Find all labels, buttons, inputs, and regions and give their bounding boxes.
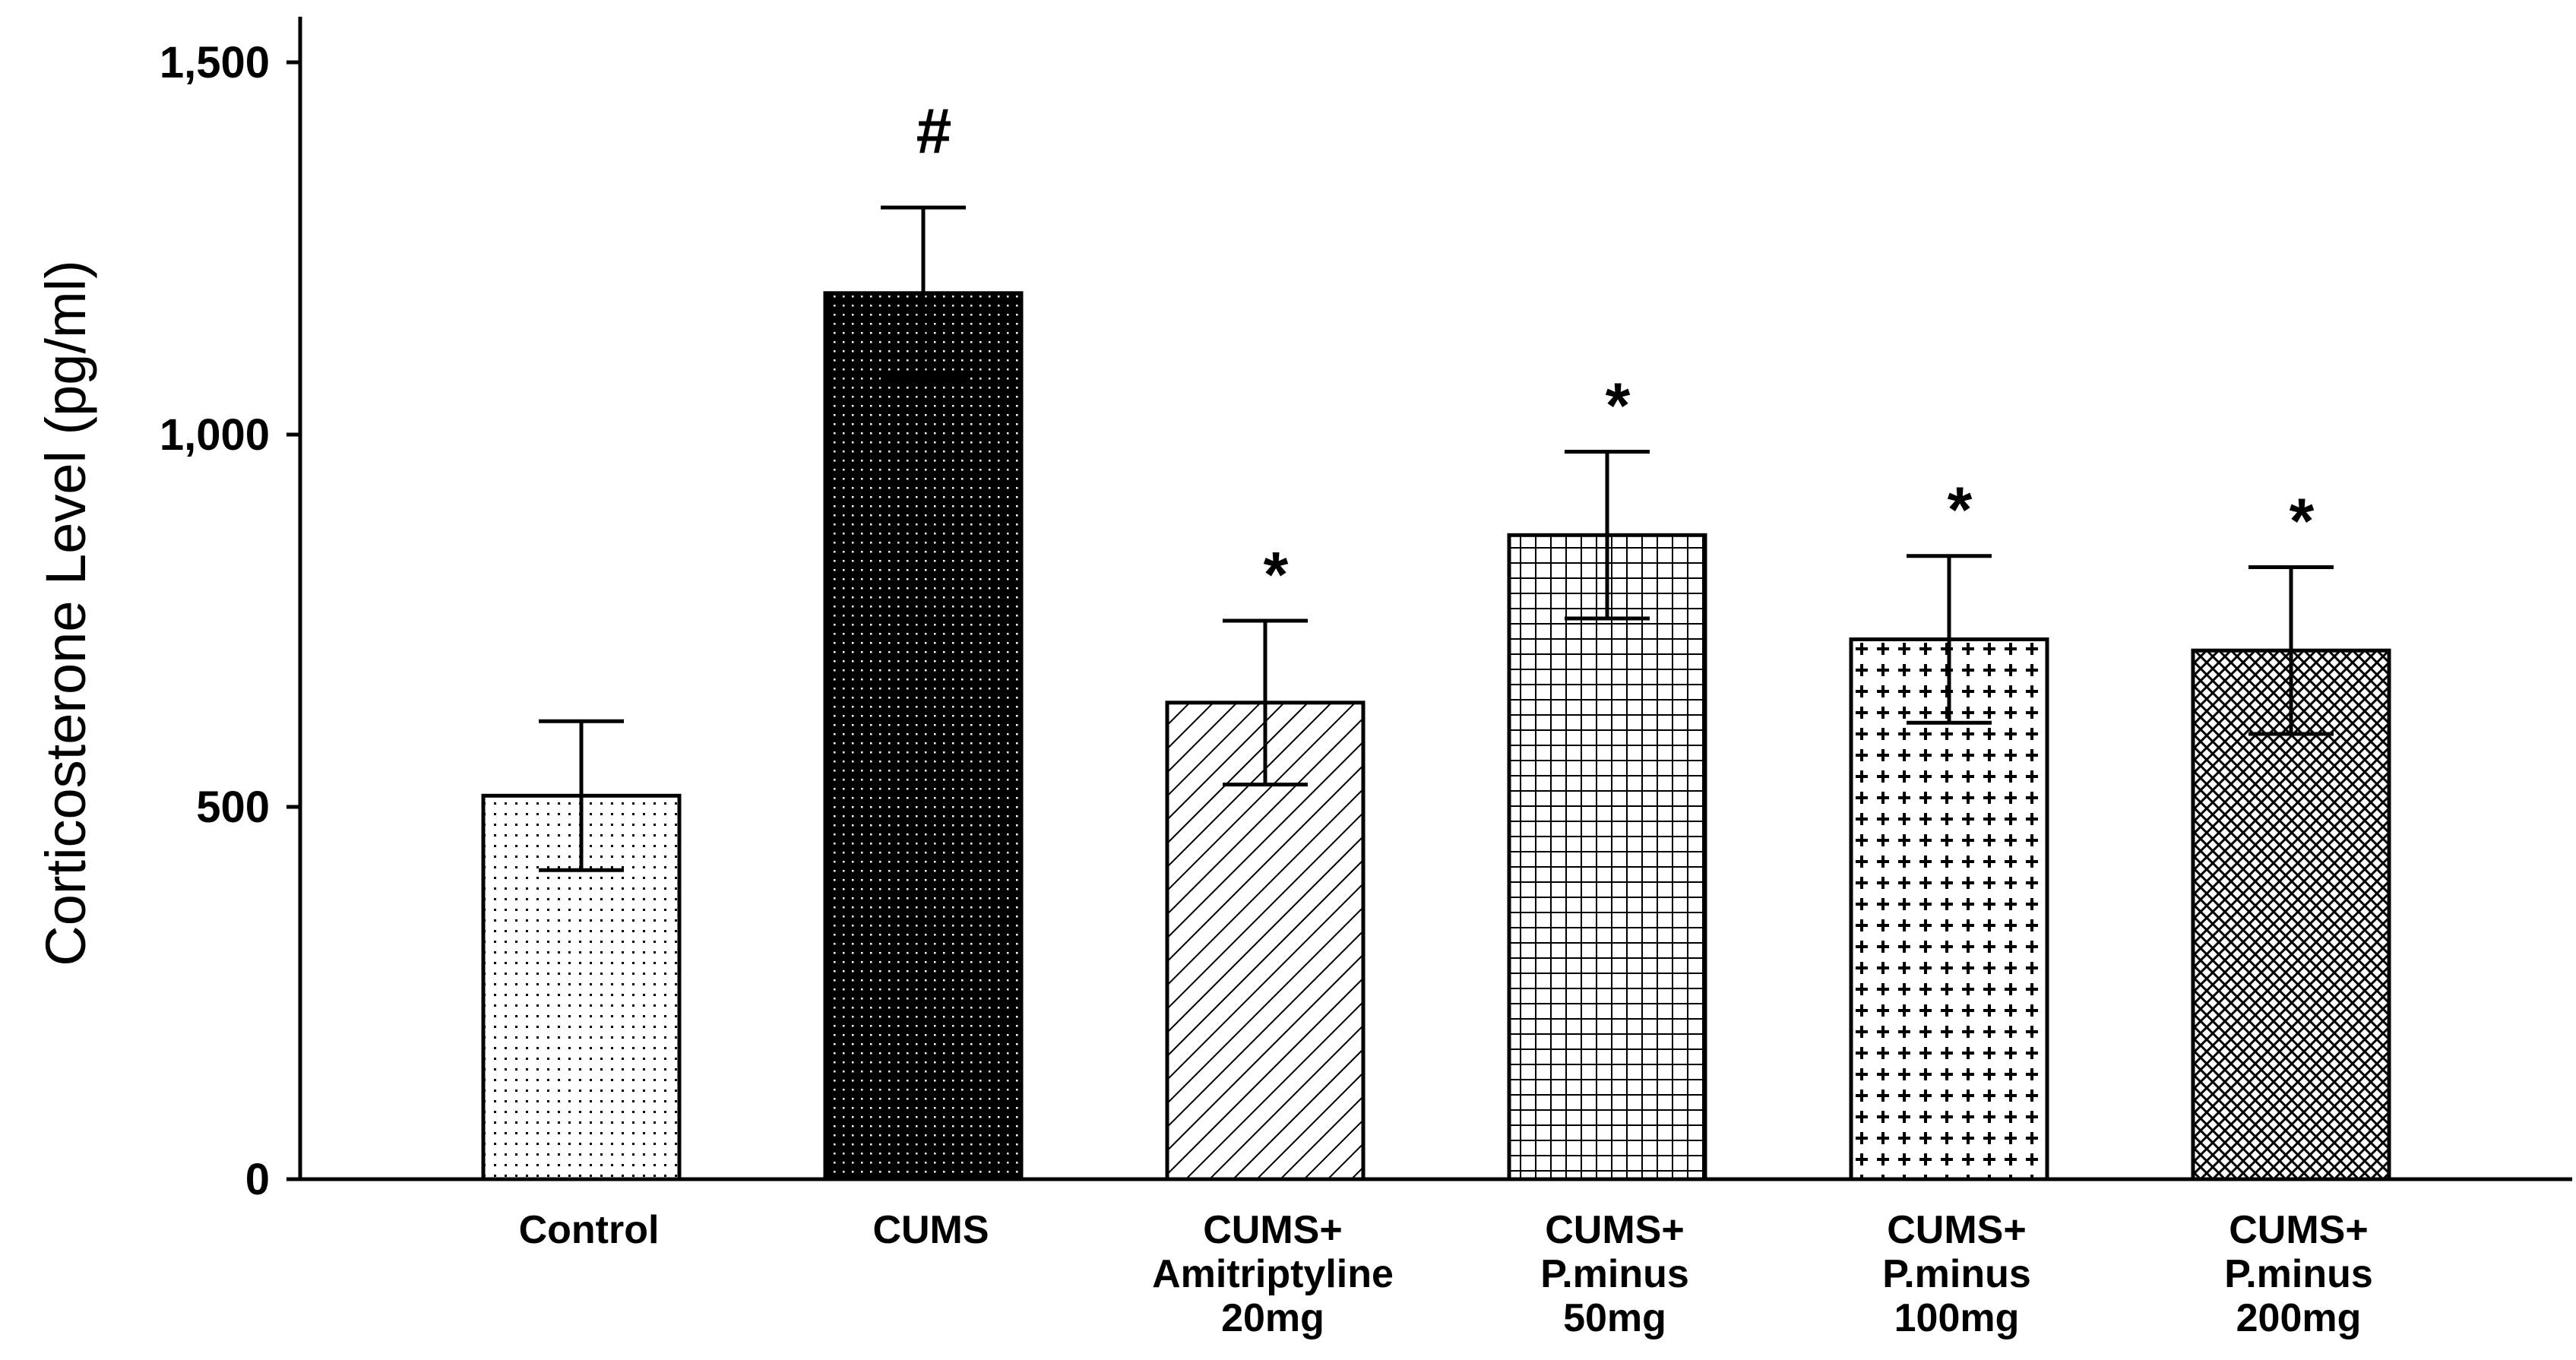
- bar: [823, 291, 1024, 1181]
- x-tick-label: CUMS+: [1203, 1208, 1342, 1252]
- y-tick-label: 1,000: [160, 410, 270, 460]
- x-tick-label: P.minus: [1540, 1252, 1689, 1296]
- y-tick-label: 0: [245, 1155, 270, 1204]
- significance-marker: *: [1606, 370, 1631, 441]
- x-tick-label: P.minus: [1882, 1252, 2031, 1296]
- significance-marker: #: [916, 95, 952, 166]
- y-axis-label: Corticosterone Level (pg/ml): [34, 260, 97, 966]
- x-tick-label: CUMS+: [1887, 1208, 2026, 1252]
- y-tick-label: 500: [196, 783, 270, 832]
- x-tick-label: Control: [519, 1208, 660, 1252]
- significance-marker: *: [2290, 485, 2315, 556]
- plot-area: 0 500 1,000 1,500 Corticosterone Level (pg/m…: [34, 17, 2572, 1340]
- bar: [1507, 533, 1707, 1181]
- x-tick-label: P.minus: [2224, 1252, 2373, 1296]
- x-tick-label: Amitriptyline: [1152, 1252, 1394, 1296]
- significance-marker: *: [1948, 474, 1973, 546]
- x-tick-label: CUMS+: [2229, 1208, 2368, 1252]
- x-tick-label: 50mg: [1563, 1296, 1666, 1340]
- x-tick-label: 20mg: [1221, 1296, 1324, 1340]
- y-tick-label: 1,500: [160, 38, 270, 87]
- x-tick-label: CUMS: [872, 1208, 989, 1252]
- x-tick-label: 200mg: [2236, 1296, 2362, 1340]
- x-tick-label: CUMS+: [1545, 1208, 1684, 1252]
- significance-marker: *: [1264, 539, 1289, 610]
- x-tick-label: 100mg: [1894, 1296, 2020, 1340]
